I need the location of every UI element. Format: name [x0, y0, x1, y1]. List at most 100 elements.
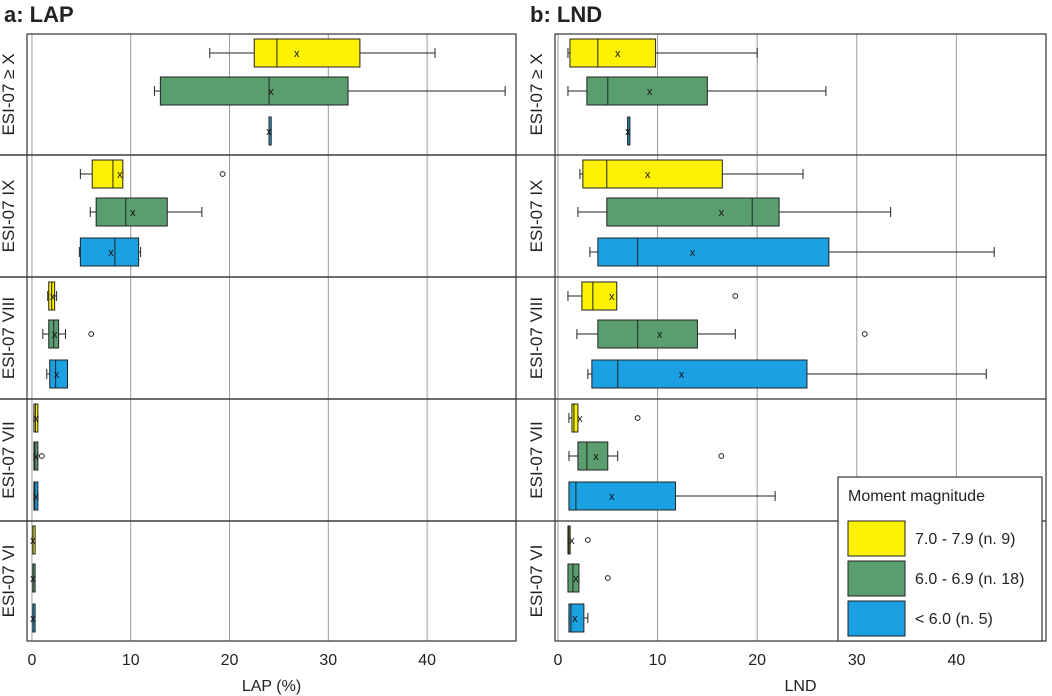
box-2: x	[587, 359, 987, 389]
box-1: x	[89, 197, 203, 227]
x-tick-label: 40	[947, 652, 965, 669]
box-1: x	[567, 563, 611, 593]
box-1: x	[42, 319, 95, 349]
mean-marker: x	[30, 573, 36, 585]
box-0: x	[567, 525, 591, 555]
legend-entry-label: 6.0 - 6.9 (n. 18)	[915, 571, 1024, 588]
mean-marker: x	[577, 413, 583, 425]
box-iqr	[606, 197, 780, 227]
outlier-point	[219, 171, 226, 177]
category-label: ESI-07 VII	[0, 421, 18, 498]
box-iqr	[253, 38, 361, 68]
box-iqr	[577, 441, 609, 471]
legend-entry-label: < 6.0 (n. 5)	[915, 611, 993, 628]
box-2: x	[33, 481, 39, 511]
box-2: x	[30, 603, 36, 633]
mean-marker: x	[30, 535, 36, 547]
box-iqr	[582, 159, 723, 189]
category-label: ESI-07 ≥ X	[527, 53, 546, 135]
mean-marker: x	[33, 413, 39, 425]
outlier-point	[88, 331, 95, 337]
box-iqr	[159, 76, 349, 106]
category-label: ESI-07 VIII	[527, 297, 546, 379]
outlier-point	[861, 331, 868, 337]
panel-title: b: LND	[530, 2, 602, 27]
box-1: x	[576, 319, 868, 349]
category-label: ESI-07 IX	[527, 180, 546, 253]
x-axis-label: LND	[784, 678, 816, 695]
plot-frame	[26, 33, 517, 642]
box-0: x	[47, 281, 58, 311]
legend-title: Moment magnitude	[848, 488, 985, 505]
box-iqr	[568, 603, 585, 633]
box-2: x	[568, 603, 589, 633]
mean-marker: x	[690, 247, 696, 259]
mean-marker: x	[268, 86, 274, 98]
mean-marker: x	[645, 169, 651, 181]
mean-marker: x	[609, 291, 615, 303]
box-0: x	[567, 38, 758, 68]
mean-marker: x	[615, 48, 621, 60]
box-2: x	[78, 237, 142, 267]
box-iqr	[91, 159, 124, 189]
box-2: x	[266, 116, 272, 146]
outlier-point	[604, 575, 611, 581]
mean-marker: x	[569, 535, 575, 547]
x-tick-label: 40	[418, 652, 436, 669]
mean-marker: x	[108, 247, 114, 259]
mean-marker: x	[625, 126, 631, 138]
box-2: x	[625, 116, 631, 146]
category-label: ESI-07 VI	[527, 545, 546, 618]
x-tick-label: 10	[122, 652, 140, 669]
box-1: x	[567, 76, 827, 106]
box-1: x	[33, 441, 45, 471]
box-iqr	[597, 319, 698, 349]
legend: Moment magnitude 7.0 - 7.9 (n. 9) 6.0 - 6.…	[837, 476, 1043, 642]
plot-frame	[554, 33, 1047, 642]
mean-marker: x	[593, 451, 599, 463]
mean-marker: x	[609, 491, 615, 503]
box-0: x	[568, 403, 641, 433]
box-0: x	[79, 159, 226, 189]
box-iqr	[95, 197, 168, 227]
panel-lap: a: LAP 0 10 20 30 40 LAP (%) ESI-07 ≥ X ESI-07 I…	[0, 2, 517, 695]
box-1: x	[153, 76, 506, 106]
box-iqr	[569, 38, 657, 68]
box-iqr	[581, 281, 618, 311]
x-tick-label: 20	[221, 652, 239, 669]
box-iqr	[568, 481, 677, 511]
box-0: x	[209, 38, 436, 68]
mean-marker: x	[294, 48, 300, 60]
mean-marker: x	[647, 86, 653, 98]
box-0: x	[567, 281, 739, 311]
box-1: x	[577, 197, 892, 227]
box-iqr	[597, 237, 830, 267]
mean-marker: x	[679, 369, 685, 381]
outlier-point	[732, 293, 739, 299]
x-axis-label: LAP (%)	[242, 678, 301, 695]
category-label: ESI-07 IX	[0, 180, 18, 253]
box-0: x	[579, 159, 804, 189]
outlier-point	[634, 415, 641, 421]
box-iqr	[33, 441, 39, 471]
box-iqr	[49, 359, 69, 389]
mean-marker: x	[266, 126, 272, 138]
box-1: x	[30, 563, 36, 593]
mean-marker: x	[573, 573, 579, 585]
mean-marker: x	[719, 207, 725, 219]
legend-swatch	[847, 520, 906, 557]
mean-marker: x	[52, 329, 58, 341]
box-0: x	[33, 403, 39, 433]
mean-marker: x	[572, 613, 578, 625]
mean-marker: x	[33, 491, 39, 503]
box-iqr	[571, 403, 579, 433]
x-tick-label: 0	[554, 652, 563, 669]
panel-title: a: LAP	[4, 2, 74, 27]
box-iqr	[79, 237, 140, 267]
mean-marker: x	[30, 613, 36, 625]
mean-marker: x	[657, 329, 663, 341]
mean-marker: x	[130, 207, 136, 219]
mean-marker: x	[54, 369, 60, 381]
